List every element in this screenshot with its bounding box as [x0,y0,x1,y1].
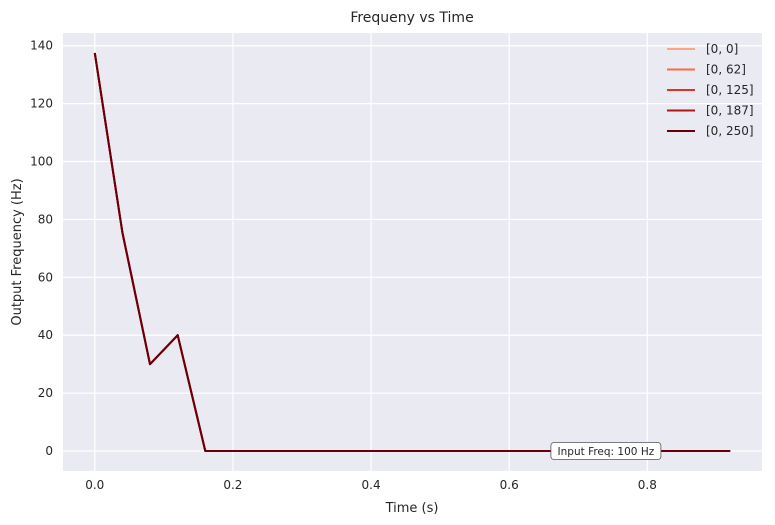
y-tick-label: 120 [30,97,53,111]
y-ticks: 0 20 40 60 80 100 120 140 [30,39,53,458]
y-tick-label: 40 [38,328,53,342]
x-tick-label: 0.8 [638,478,657,492]
annotation-box: Input Freq: 100 Hz [550,442,662,460]
x-tick-label: 0.6 [500,478,519,492]
y-tick-label: 0 [45,444,53,458]
x-tick-label: 0.4 [362,478,381,492]
x-axis-label: Time (s) [385,501,439,516]
legend-label-0: [0, 0] [706,42,738,56]
plot-background [63,33,762,471]
y-tick-label: 20 [38,386,53,400]
x-tick-label: 0.0 [85,478,104,492]
legend-label-2: [0, 125] [706,83,754,97]
y-tick-label: 80 [38,212,53,226]
x-ticks: 0.0 0.2 0.4 0.6 0.8 [85,478,657,492]
x-tick-label: 0.2 [223,478,242,492]
legend-label-4: [0, 250] [706,124,754,138]
y-tick-label: 140 [30,39,53,53]
y-axis-label: Output Frequency (Hz) [10,178,25,325]
legend-label-1: [0, 62] [706,63,746,77]
chart-title: Frequeny vs Time [350,10,473,26]
legend: [0, 0] [0, 62] [0, 125] [0, 187] [0, 250] [667,42,754,138]
y-tick-label: 100 [30,155,53,169]
y-tick-label: 60 [38,270,53,284]
annotation-frame [550,442,662,460]
legend-label-3: [0, 187] [706,104,754,118]
annotation-text: Input Freq: 100 Hz [558,446,655,458]
